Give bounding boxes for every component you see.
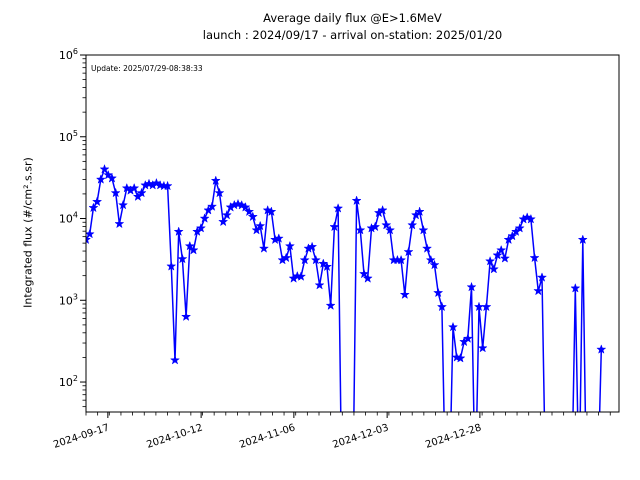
data-markers xyxy=(86,163,607,365)
y-tick-label: 103 xyxy=(59,292,78,307)
y-tick-label: 102 xyxy=(59,374,78,389)
update-annotation: Update: 2025/07/29-08:38:33 xyxy=(91,64,203,73)
axes-spines xyxy=(85,54,620,413)
chart-title: Average daily flux @E>1.6MeV xyxy=(263,11,442,25)
y-tick-label: 106 xyxy=(59,47,78,62)
y-tick-label: 104 xyxy=(59,211,78,226)
x-tick-label: 2024-12-28 xyxy=(424,422,483,450)
x-tick-label: 2024-12-03 xyxy=(331,422,390,450)
chart-title-block: Average daily flux @E>1.6MeV launch : 20… xyxy=(86,10,619,43)
y-tick-label: 105 xyxy=(59,129,78,144)
x-tick-label: 2024-09-17 xyxy=(52,422,111,450)
chart-subtitle: launch : 2024/09/17 - arrival on-station… xyxy=(202,27,503,42)
x-tick-label: 2024-11-06 xyxy=(238,422,297,450)
x-tick-label: 2024-10-12 xyxy=(145,422,204,450)
